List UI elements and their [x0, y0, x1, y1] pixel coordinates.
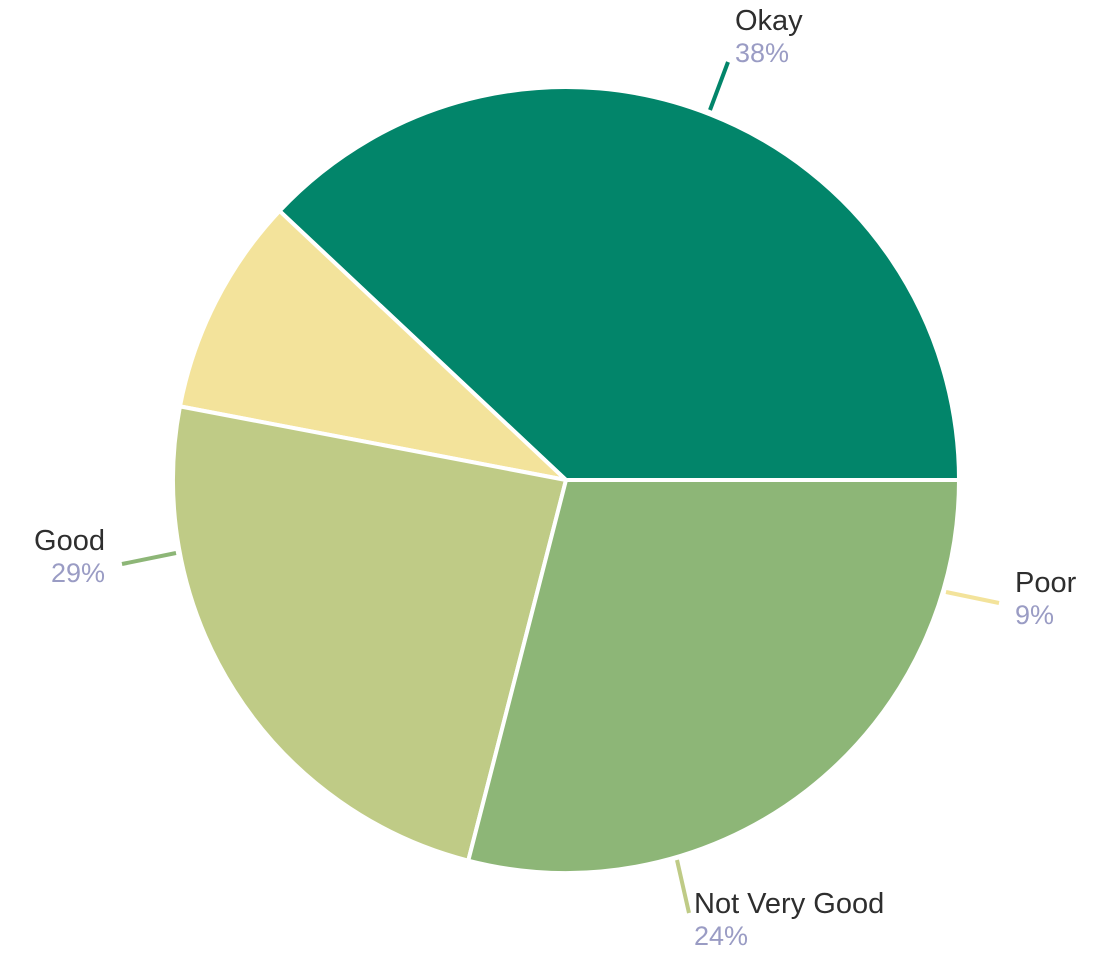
pie-slice-good [466, 478, 961, 875]
leader-line-okay [708, 61, 730, 111]
leader-line-good [121, 551, 177, 566]
slice-label-not-very-good: Not Very Good [694, 888, 884, 920]
slice-label-poor: Poor [1015, 567, 1077, 599]
pie-slice-okay [277, 85, 961, 482]
pie-slices [171, 85, 961, 875]
leader-line-poor [945, 590, 1000, 605]
slice-percent-not-very-good: 24% [694, 921, 748, 951]
slice-percent-okay: 38% [735, 38, 789, 68]
slice-percent-poor: 9% [1015, 600, 1054, 630]
slice-label-good: Good [34, 525, 105, 557]
slice-label-okay: Okay [735, 5, 803, 37]
pie-slice-not-very-good [171, 404, 568, 863]
pie-slice-poor [177, 208, 568, 482]
leader-line-not-very-good [675, 859, 691, 914]
slice-percent-good: 29% [51, 558, 105, 588]
leader-lines [121, 61, 1000, 914]
